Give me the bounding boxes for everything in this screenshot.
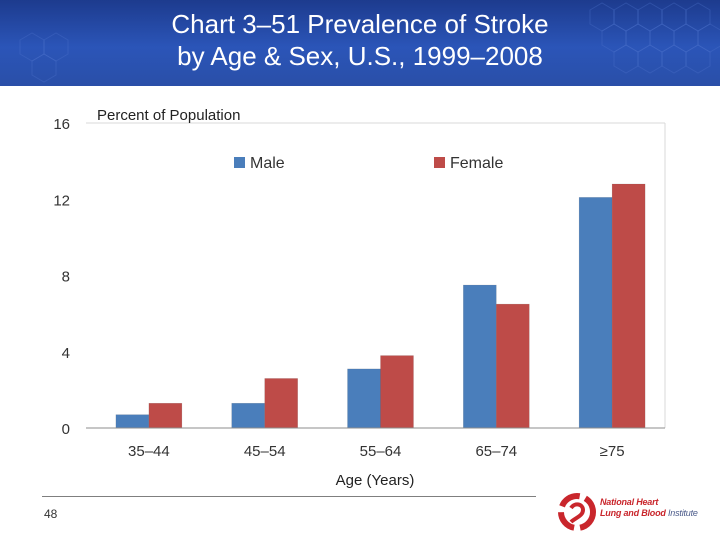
legend-swatch-female bbox=[434, 157, 445, 168]
x-axis-label: Age (Years) bbox=[336, 472, 415, 489]
legend-label-male: Male bbox=[250, 155, 285, 172]
logo-line-2b: Institute bbox=[668, 508, 698, 518]
footer-divider bbox=[42, 496, 536, 497]
x-tick-label-4: ≥75 bbox=[600, 443, 625, 460]
legend-swatch-male bbox=[234, 157, 245, 168]
y-tick-label-4: 16 bbox=[53, 116, 70, 133]
legend-label-female: Female bbox=[450, 155, 503, 172]
bar-male-2 bbox=[347, 368, 381, 429]
bar-female-4 bbox=[611, 183, 646, 429]
bar-male-4 bbox=[578, 197, 613, 429]
logo-wordmark: National Heart Lung and Blood Institute bbox=[600, 497, 710, 519]
y-tick-label-0: 0 bbox=[62, 421, 70, 438]
hexagon-pattern bbox=[19, 2, 720, 83]
slide-title: Chart 3–51 Prevalence of Stroke by Age &… bbox=[0, 8, 720, 72]
bar-male-1 bbox=[231, 402, 265, 429]
y-axis-label: Percent of Population bbox=[97, 107, 240, 124]
title-line-1: Chart 3–51 Prevalence of Stroke bbox=[171, 9, 549, 39]
y-tick-label-3: 12 bbox=[53, 192, 70, 209]
bar-male-0 bbox=[115, 414, 150, 429]
bar-female-2 bbox=[380, 355, 414, 429]
nhlbi-logo-icon bbox=[558, 493, 596, 531]
logo-line-2a: Lung and Blood bbox=[600, 508, 666, 518]
logo-line-1: National Heart bbox=[600, 497, 659, 507]
page-number: 48 bbox=[44, 507, 58, 521]
bar-female-0 bbox=[148, 402, 183, 429]
y-tick-label-2: 8 bbox=[62, 269, 70, 286]
x-tick-label-1: 45–54 bbox=[244, 443, 286, 460]
x-tick-label-0: 35–44 bbox=[128, 443, 170, 460]
bar-female-1 bbox=[264, 378, 298, 429]
bar-male-3 bbox=[463, 284, 497, 429]
x-tick-label-3: 65–74 bbox=[475, 443, 517, 460]
title-banner: Chart 3–51 Prevalence of Stroke by Age &… bbox=[0, 0, 720, 86]
y-tick-label-1: 4 bbox=[62, 345, 70, 362]
title-line-2: by Age & Sex, U.S., 1999–2008 bbox=[177, 41, 543, 71]
bar-female-3 bbox=[496, 303, 530, 429]
x-tick-label-2: 55–64 bbox=[360, 443, 402, 460]
bar-chart: 0 4 8 12 16 Percent of Population 35–44 45–54 55… bbox=[53, 107, 666, 489]
